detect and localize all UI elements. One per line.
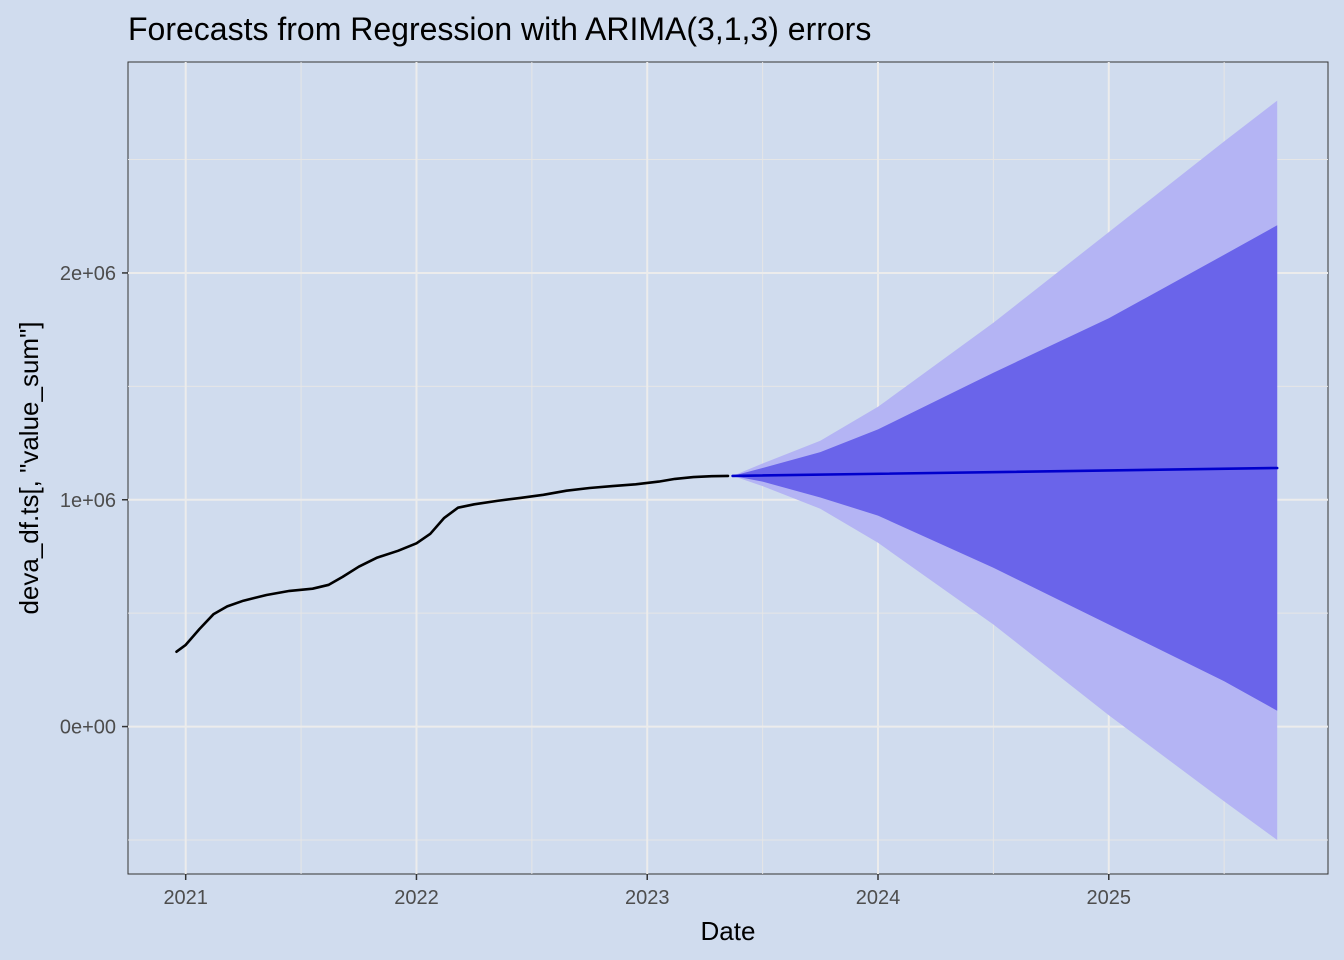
series-lines (175, 466, 1279, 654)
x-tick-label: 2022 (394, 887, 439, 909)
x-axis: 2021 2022 2023 2024 2025 (163, 874, 1131, 909)
y-axis: 0e+00 1e+06 2e+06 (60, 263, 128, 739)
x-tick-label: 2023 (625, 887, 670, 909)
chart-title: Forecasts from Regression with ARIMA(3,1… (128, 11, 871, 47)
x-tick-label: 2025 (1087, 887, 1132, 909)
x-tick-label: 2021 (163, 887, 208, 909)
x-axis-label: Date (701, 916, 756, 946)
interval-band-80 (732, 225, 1278, 711)
y-tick-label: 1e+06 (60, 490, 116, 512)
series-line-forecast-mean (731, 466, 1279, 478)
prediction-intervals (732, 100, 1278, 841)
x-tick-label: 2024 (856, 887, 901, 909)
series-line-observed (175, 474, 730, 654)
y-tick-label: 2e+06 (60, 263, 116, 285)
y-tick-label: 0e+00 (60, 717, 116, 739)
y-axis-label: deva_df.ts[, "value_sum"] (14, 321, 44, 614)
